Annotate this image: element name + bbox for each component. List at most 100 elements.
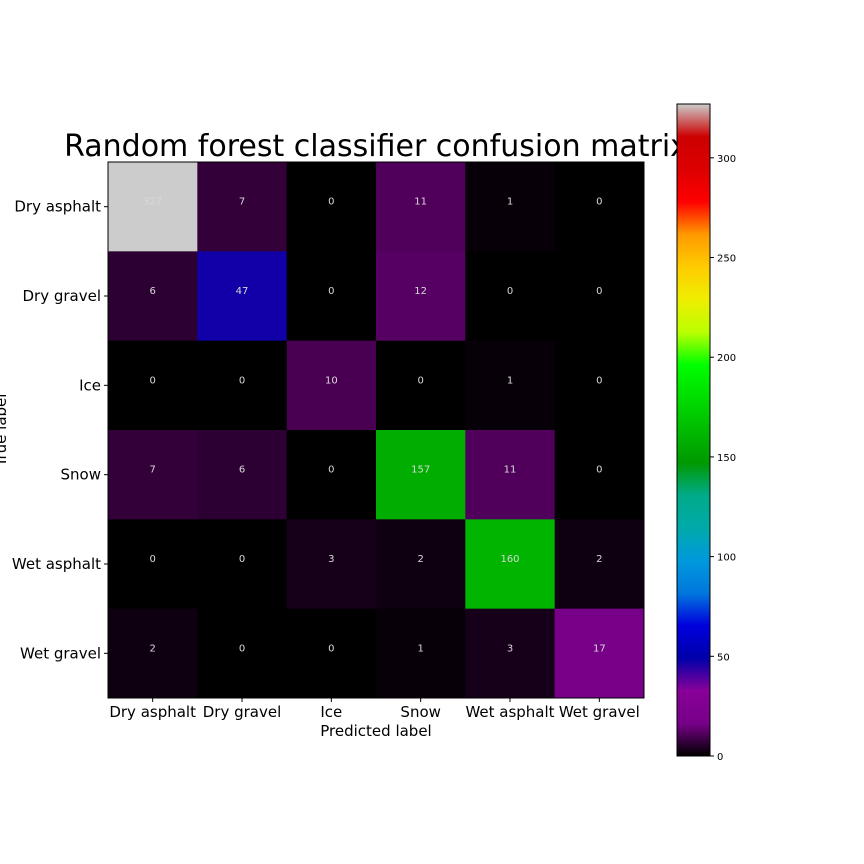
cell-value: 17 [593,643,606,654]
colorbar-tick-label: 50 [717,652,730,663]
plot-frame [107,161,645,699]
heatmap-cell [197,608,288,699]
heatmap-cell [554,251,645,342]
cell-value: 10 [325,375,338,386]
heatmap-cell [376,430,466,520]
cell-value: 12 [414,286,427,297]
heatmap-cell [465,519,556,610]
cell-value: 0 [596,286,602,297]
colorbar [676,103,711,757]
heatmap-cell [286,608,377,699]
heatmap-cell [376,608,466,699]
cell-value: 0 [596,375,602,386]
cell-value: 0 [328,286,334,297]
heatmap-cell [376,340,466,431]
cell-value: 0 [239,643,245,654]
heatmap-cell [197,251,288,342]
cell-value: 2 [596,554,602,565]
x-tick-label: Wet asphalt [465,703,554,721]
heatmap-cell [554,608,645,699]
cell-value: 2 [149,643,155,654]
heatmap-cell [465,340,556,431]
heatmap-cell [376,162,466,252]
heatmap-cell [554,519,645,610]
heatmap-cell [108,340,198,431]
cell-value: 3 [328,554,334,565]
cell-value: 2 [417,554,423,565]
colorbar-tick-label: 100 [717,553,736,564]
heatmap-cell [197,519,288,610]
chart-title: Random forest classifier confusion matri… [64,129,688,164]
heatmap-cell [554,162,645,252]
x-axis-ticks: Dry asphalt Dry gravel Ice Snow Wet asphalt W… [109,698,640,721]
heatmap-cell [197,340,288,431]
y-tick-label: Ice [79,376,101,394]
cell-value: 157 [411,465,430,476]
cell-value: 11 [414,197,427,208]
cell-value: 0 [596,197,602,208]
y-tick-label: Dry gravel [22,287,101,305]
cell-value: 1 [417,643,423,654]
cell-value: 7 [149,465,155,476]
cell-value: 1 [507,375,513,386]
heatmap-cell [197,430,288,520]
y-axis-ticks: Dry asphalt Dry gravel Ice Snow Wet asphalt W… [12,198,108,662]
heatmap-cell [108,519,198,610]
colorbar-tick-label: 200 [717,353,736,364]
colorbar-tick-label: 150 [717,453,736,464]
heatmap-cell [465,430,556,520]
heatmap-cell [286,519,377,610]
y-tick-label: Wet asphalt [12,555,101,573]
cell-value: 0 [417,375,423,386]
heatmap-cell [286,340,377,431]
heatmap-cell [197,162,288,252]
heatmap-cell [465,608,556,699]
y-tick-label: Dry asphalt [14,198,101,216]
x-tick-label: Wet gravel [559,703,640,721]
heatmap-cell [376,519,466,610]
heatmap-cell [376,251,466,342]
x-tick-label: Dry asphalt [109,703,196,721]
cell-value: 0 [239,375,245,386]
y-tick-label: Snow [61,466,101,484]
cell-value: 0 [507,286,513,297]
x-axis-label: Predicted label [320,722,431,740]
cell-value: 0 [149,554,155,565]
cell-value: 6 [239,465,245,476]
cell-value: 7 [239,197,245,208]
y-axis-label: True label [0,394,10,468]
cell-value: 0 [596,465,602,476]
heatmap-cell [286,251,377,342]
heatmap-cell [108,430,198,520]
cell-value: 0 [328,643,334,654]
cell-value: 6 [149,286,155,297]
cell-value: 327 [143,197,162,208]
colorbar-tick-label: 0 [717,752,723,763]
heatmap-cell [108,608,198,699]
x-tick-label: Ice [320,703,342,721]
heatmap-cells [108,162,645,699]
cell-value: 47 [236,286,249,297]
cell-value: 0 [328,465,334,476]
colorbar-ticks: 0 50 100 150 200 250 300 [710,154,736,763]
cell-value: 0 [328,197,334,208]
cell-value: 3 [507,643,513,654]
heatmap-cell [554,430,645,520]
heatmap-cell [286,430,377,520]
cell-value: 0 [239,554,245,565]
heatmap-cell [465,162,556,252]
cell-value: 1 [507,197,513,208]
x-tick-label: Snow [400,703,440,721]
heatmap-cell [554,340,645,431]
colorbar-tick-label: 300 [717,154,736,165]
colorbar-tick-label: 250 [717,254,736,265]
cell-value: 11 [504,465,517,476]
y-tick-label: Wet gravel [20,644,101,662]
heatmap-cell [108,251,198,342]
heatmap-cell-values: 327 7 0 11 1 06 47 0 12 0 00 0 10 0 1 07 6 0 157 11 00 0 3 2 160… [143,197,606,655]
heatmap-cell [465,251,556,342]
x-tick-label: Dry gravel [203,703,282,721]
heatmap-cell [286,162,377,252]
cell-value: 0 [149,375,155,386]
